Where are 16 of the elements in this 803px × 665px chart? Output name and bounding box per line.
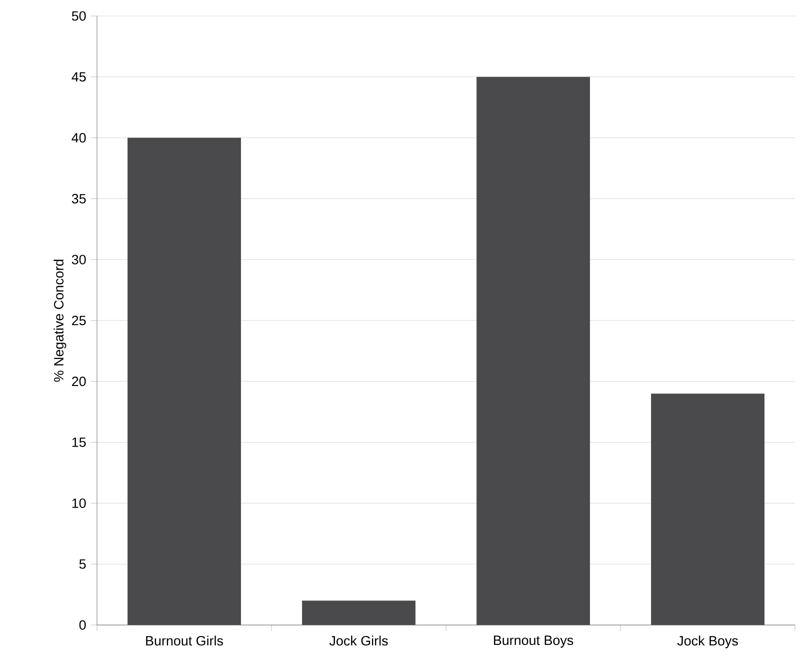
- y-axis-title: % Negative Concord: [54, 260, 66, 382]
- y-tick-label: 25: [72, 316, 86, 326]
- y-tick-label: 35: [72, 194, 86, 204]
- y-tick-label: 20: [72, 376, 86, 386]
- x-tick-label: Burnout Girls: [146, 636, 223, 646]
- x-tick-label: Jock Boys: [677, 636, 738, 648]
- y-tick-label: 40: [72, 133, 86, 143]
- y-tick-label: 50: [72, 11, 86, 21]
- y-tick-label: 45: [72, 72, 86, 82]
- y-tick-label: 10: [72, 498, 86, 508]
- x-tick-label: Burnout Boys: [494, 636, 574, 648]
- x-tick-label: Jock Girls: [329, 636, 388, 646]
- y-tick-label: 0: [79, 620, 86, 630]
- y-tick-label: 5: [79, 559, 86, 569]
- y-tick-label: 30: [72, 254, 86, 264]
- y-tick-label: 15: [72, 438, 86, 447]
